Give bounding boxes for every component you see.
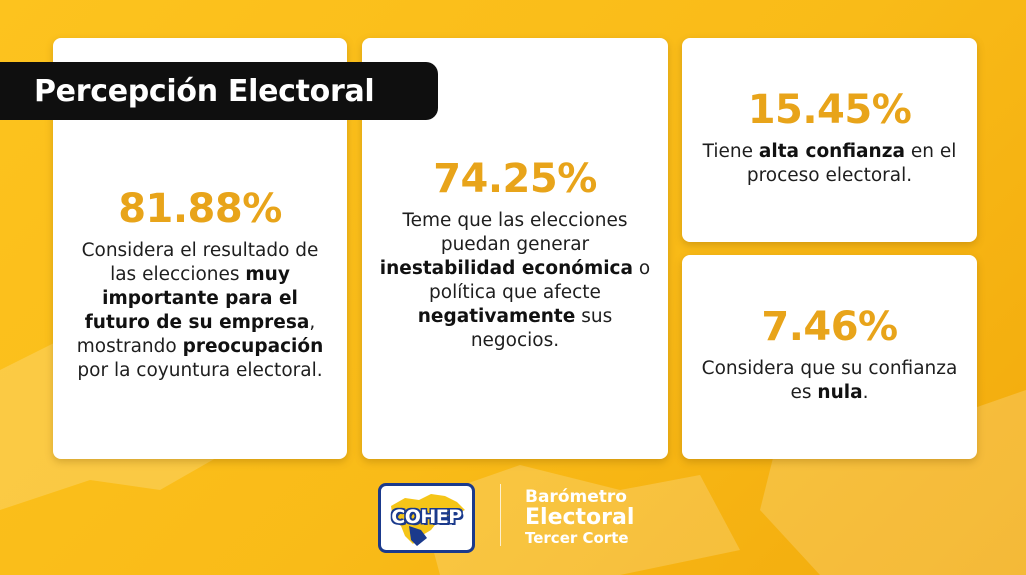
brand-block: Barómetro Electoral Tercer Corte xyxy=(525,489,634,546)
body-text: Tiene xyxy=(702,141,759,162)
logo-text: COHEP xyxy=(391,506,462,528)
body-text: por la coyuntura electoral. xyxy=(77,359,323,381)
emphasis-text: nula xyxy=(817,382,863,403)
body-text: . xyxy=(862,382,869,403)
body-text: o política que afecte xyxy=(429,257,651,303)
stat-card-high-confidence: 15.45% Tiene alta confianza en el proces… xyxy=(682,38,977,242)
stat-description: Considera el resultado de las elecciones… xyxy=(75,239,325,383)
emphasis-text: negativamente xyxy=(417,305,576,327)
stat-card-null-confidence: 7.46% Considera que su confianza es nula… xyxy=(682,255,977,459)
body-text: Considera que su confianza es xyxy=(701,358,958,403)
cohep-logo: COHEP xyxy=(378,483,475,553)
stat-percent: 15.45% xyxy=(747,87,912,133)
emphasis-text: alta confianza xyxy=(758,141,905,162)
body-text: Considera el resultado de las elecciones xyxy=(81,239,319,285)
stat-percent: 74.25% xyxy=(433,155,597,202)
page-title: Percepción Electoral xyxy=(34,73,375,109)
stat-description: Tiene alta confianza en el proceso elect… xyxy=(700,140,959,188)
emphasis-text: preocupación xyxy=(182,335,324,357)
body-text: Teme que las elecciones puedan generar xyxy=(402,209,628,255)
stat-description: Considera que su confianza es nula. xyxy=(700,357,959,405)
title-banner: Percepción Electoral xyxy=(0,62,438,120)
body-text: en el proceso electoral. xyxy=(746,141,957,186)
brand-line-3: Tercer Corte xyxy=(525,529,629,547)
stat-percent: 81.88% xyxy=(118,185,282,232)
body-text: , mostrando xyxy=(76,311,316,357)
honduras-map-icon xyxy=(391,494,465,546)
emphasis-text: muy importante para el futuro de su empr… xyxy=(84,263,310,333)
body-text: sus negocios. xyxy=(470,305,613,351)
stat-description: Teme que las elecciones puedan generar i… xyxy=(378,209,652,353)
brand-line-1: Barómetro xyxy=(525,487,627,507)
brand-line-2: Electoral xyxy=(525,505,635,530)
emphasis-text: inestabilidad económica xyxy=(379,257,634,279)
stat-percent: 7.46% xyxy=(761,304,898,350)
divider xyxy=(500,484,501,546)
